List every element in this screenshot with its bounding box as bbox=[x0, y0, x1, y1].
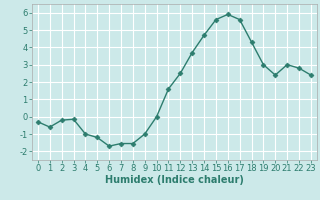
X-axis label: Humidex (Indice chaleur): Humidex (Indice chaleur) bbox=[105, 175, 244, 185]
